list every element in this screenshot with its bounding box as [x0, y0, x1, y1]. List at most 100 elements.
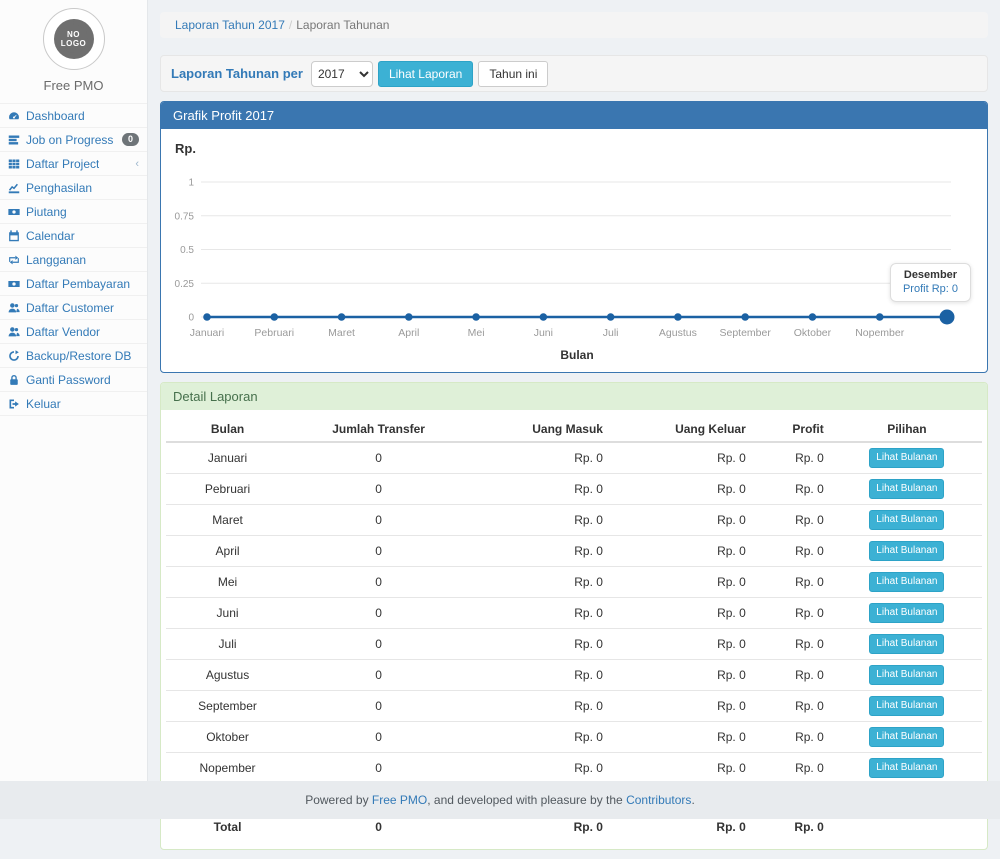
- footer-text-2: , and developed with pleasure by the: [427, 793, 626, 807]
- sidebar-item-keluar[interactable]: Keluar: [0, 392, 147, 416]
- year-select[interactable]: 2017: [311, 61, 373, 87]
- lihat-bulanan-button[interactable]: Lihat Bulanan: [869, 603, 944, 623]
- table-cell: Rp. 0: [468, 691, 611, 722]
- table-cell: Rp. 0: [611, 629, 754, 660]
- table-cell: 0: [289, 598, 468, 629]
- sidebar-item-backup-restore-db[interactable]: Backup/Restore DB: [0, 344, 147, 368]
- sidebar-item-daftar-vendor[interactable]: Daftar Vendor: [0, 320, 147, 344]
- money-icon: [8, 278, 20, 290]
- table-action-cell: Lihat Bulanan: [832, 598, 982, 629]
- detail-panel-title: Detail Laporan: [161, 383, 987, 410]
- table-cell: Rp. 0: [611, 753, 754, 784]
- footer-text-1: Powered by: [305, 793, 372, 807]
- lihat-bulanan-button[interactable]: Lihat Bulanan: [869, 758, 944, 778]
- sidebar-item-daftar-customer[interactable]: Daftar Customer: [0, 296, 147, 320]
- table-cell: Rp. 0: [754, 442, 832, 474]
- lihat-bulanan-button[interactable]: Lihat Bulanan: [869, 479, 944, 499]
- breadcrumb-link[interactable]: Laporan Tahun 2017: [175, 18, 285, 32]
- sidebar-item-label: Backup/Restore DB: [26, 349, 131, 363]
- table-cell: Rp. 0: [754, 505, 832, 536]
- sidebar-item-calendar[interactable]: Calendar: [0, 224, 147, 248]
- lihat-bulanan-button[interactable]: Lihat Bulanan: [869, 665, 944, 685]
- lihat-bulanan-button[interactable]: Lihat Bulanan: [869, 448, 944, 468]
- view-report-button[interactable]: Lihat Laporan: [378, 61, 473, 87]
- footer-link-contributors[interactable]: Contributors: [626, 793, 691, 807]
- table-cell: Rp. 0: [611, 660, 754, 691]
- retweet-icon: [8, 254, 20, 266]
- lihat-bulanan-button[interactable]: Lihat Bulanan: [869, 696, 944, 716]
- table-icon: [8, 158, 20, 170]
- table-cell: Juni: [166, 598, 289, 629]
- table-cell: Pebruari: [166, 474, 289, 505]
- lihat-bulanan-button[interactable]: Lihat Bulanan: [869, 572, 944, 592]
- table-action-cell: Lihat Bulanan: [832, 536, 982, 567]
- lihat-bulanan-button[interactable]: Lihat Bulanan: [869, 634, 944, 654]
- lihat-bulanan-button[interactable]: Lihat Bulanan: [869, 541, 944, 561]
- table-cell: Rp. 0: [468, 753, 611, 784]
- sidebar-item-ganti-password[interactable]: Ganti Password: [0, 368, 147, 392]
- table-action-cell: Lihat Bulanan: [832, 629, 982, 660]
- table-cell: Oktober: [166, 722, 289, 753]
- table-cell: Rp. 0: [611, 722, 754, 753]
- sidebar-item-daftar-project[interactable]: Daftar Project‹: [0, 152, 147, 176]
- table-action-cell: Lihat Bulanan: [832, 722, 982, 753]
- sidebar-item-label: Daftar Vendor: [26, 325, 100, 339]
- svg-text:1: 1: [188, 178, 194, 189]
- logo-ring: NO LOGO: [43, 8, 105, 70]
- table-cell: 0: [289, 505, 468, 536]
- table-cell: Rp. 0: [754, 722, 832, 753]
- table-cell: September: [166, 691, 289, 722]
- table-cell: Rp. 0: [611, 567, 754, 598]
- table-cell: Rp. 0: [754, 629, 832, 660]
- tooltip-value: Profit Rp: 0: [903, 283, 958, 295]
- sidebar-item-dashboard[interactable]: Dashboard: [0, 104, 147, 128]
- this-year-button[interactable]: Tahun ini: [478, 61, 548, 87]
- sidebar-item-piutang[interactable]: Piutang: [0, 200, 147, 224]
- svg-text:Juni: Juni: [534, 327, 553, 339]
- table-cell: 0: [289, 629, 468, 660]
- sidebar-item-daftar-pembayaran[interactable]: Daftar Pembayaran: [0, 272, 147, 296]
- table-cell: Rp. 0: [468, 536, 611, 567]
- table-row: Oktober0Rp. 0Rp. 0Rp. 0Lihat Bulanan: [166, 722, 982, 753]
- logo-text-line2: LOGO: [61, 39, 87, 48]
- col-uang-masuk: Uang Masuk: [468, 417, 611, 442]
- table-cell: Rp. 0: [468, 629, 611, 660]
- svg-text:Oktober: Oktober: [794, 327, 832, 339]
- sidebar-item-job-on-progress[interactable]: Job on Progress0: [0, 128, 147, 152]
- chart-y-axis-label: Rp.: [175, 141, 196, 156]
- money-icon: [8, 206, 20, 218]
- table-action-cell: Lihat Bulanan: [832, 442, 982, 474]
- report-toolbar: Laporan Tahunan per 2017 Lihat Laporan T…: [160, 55, 988, 92]
- main-content: Laporan Tahun 2017/Laporan Tahunan Lapor…: [148, 0, 1000, 859]
- lihat-bulanan-button[interactable]: Lihat Bulanan: [869, 727, 944, 747]
- sidebar-item-label: Penghasilan: [26, 181, 92, 195]
- chart-panel-title: Grafik Profit 2017: [161, 102, 987, 129]
- sidebar-item-label: Ganti Password: [26, 373, 111, 387]
- brand-name: Free PMO: [0, 78, 147, 93]
- tasks-icon: [8, 134, 20, 146]
- breadcrumb: Laporan Tahun 2017/Laporan Tahunan: [160, 12, 988, 38]
- table-cell: 0: [289, 442, 468, 474]
- table-cell: 0: [289, 691, 468, 722]
- table-cell: Rp. 0: [468, 660, 611, 691]
- table-cell: Mei: [166, 567, 289, 598]
- table-cell: Rp. 0: [611, 474, 754, 505]
- svg-text:0.5: 0.5: [180, 245, 194, 256]
- table-cell: Rp. 0: [611, 598, 754, 629]
- svg-text:Pebruari: Pebruari: [254, 327, 294, 339]
- chevron-left-icon: ‹: [135, 159, 139, 169]
- col-jumlah-transfer: Jumlah Transfer: [289, 417, 468, 442]
- table-cell: Rp. 0: [611, 691, 754, 722]
- table-cell: Rp. 0: [468, 474, 611, 505]
- table-header-row: Bulan Jumlah Transfer Uang Masuk Uang Ke…: [166, 417, 982, 442]
- users-icon: [8, 326, 20, 338]
- sidebar-item-label: Langganan: [26, 253, 86, 267]
- footer-link-freepmo[interactable]: Free PMO: [372, 793, 427, 807]
- line-chart-icon: [8, 182, 20, 194]
- col-uang-keluar: Uang Keluar: [611, 417, 754, 442]
- lihat-bulanan-button[interactable]: Lihat Bulanan: [869, 510, 944, 530]
- sidebar-item-penghasilan[interactable]: Penghasilan: [0, 176, 147, 200]
- sidebar-menu: DashboardJob on Progress0Daftar Project‹…: [0, 103, 147, 416]
- sidebar-item-langganan[interactable]: Langganan: [0, 248, 147, 272]
- sidebar-item-label: Keluar: [26, 397, 61, 411]
